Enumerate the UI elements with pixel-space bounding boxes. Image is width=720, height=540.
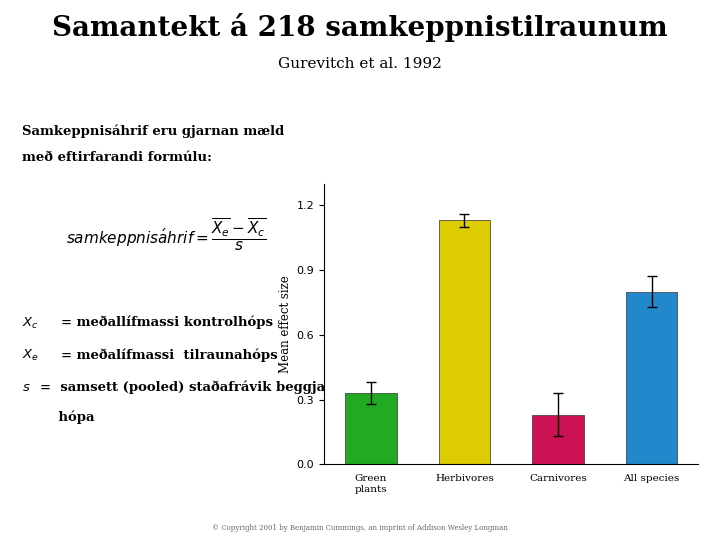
Text: með eftirfarandi formúlu:: með eftirfarandi formúlu:: [22, 151, 212, 164]
Text: $\mathit{X_e}$: $\mathit{X_e}$: [22, 348, 39, 363]
Text: hópa: hópa: [40, 410, 94, 424]
Text: Gurevitch et al. 1992: Gurevitch et al. 1992: [278, 57, 442, 71]
Text: = meðalífmassi  tilraunahóps: = meðalífmassi tilraunahóps: [61, 348, 278, 362]
Text: =  samsett (pooled) staðafrávik beggja: = samsett (pooled) staðafrávik beggja: [40, 381, 325, 394]
Text: $\mathit{s}$: $\mathit{s}$: [22, 381, 30, 394]
Text: $\mathit{X_c}$: $\mathit{X_c}$: [22, 316, 38, 331]
Bar: [345, 393, 397, 464]
Text: © Copyright 2001 by Benjamin Cummings, an imprint of Addison Wesley Longman: © Copyright 2001 by Benjamin Cummings, a…: [212, 524, 508, 532]
Y-axis label: Mean effect size: Mean effect size: [279, 275, 292, 373]
Bar: [626, 292, 678, 464]
Bar: [438, 220, 490, 464]
Text: $\mathit{samkeppnis\acute{a}hrif} = \dfrac{\overline{X_e} - \overline{X_c}}{s}$: $\mathit{samkeppnis\acute{a}hrif} = \dfr…: [66, 217, 266, 253]
Bar: [532, 415, 584, 464]
Text: Samkeppnisáhrif eru gjarnan mæld: Samkeppnisáhrif eru gjarnan mæld: [22, 124, 284, 138]
Text: = meðallífmassi kontrolhóps: = meðallífmassi kontrolhóps: [61, 316, 273, 329]
Text: Samantekt á 218 samkeppnistilraunum: Samantekt á 218 samkeppnistilraunum: [52, 14, 668, 43]
